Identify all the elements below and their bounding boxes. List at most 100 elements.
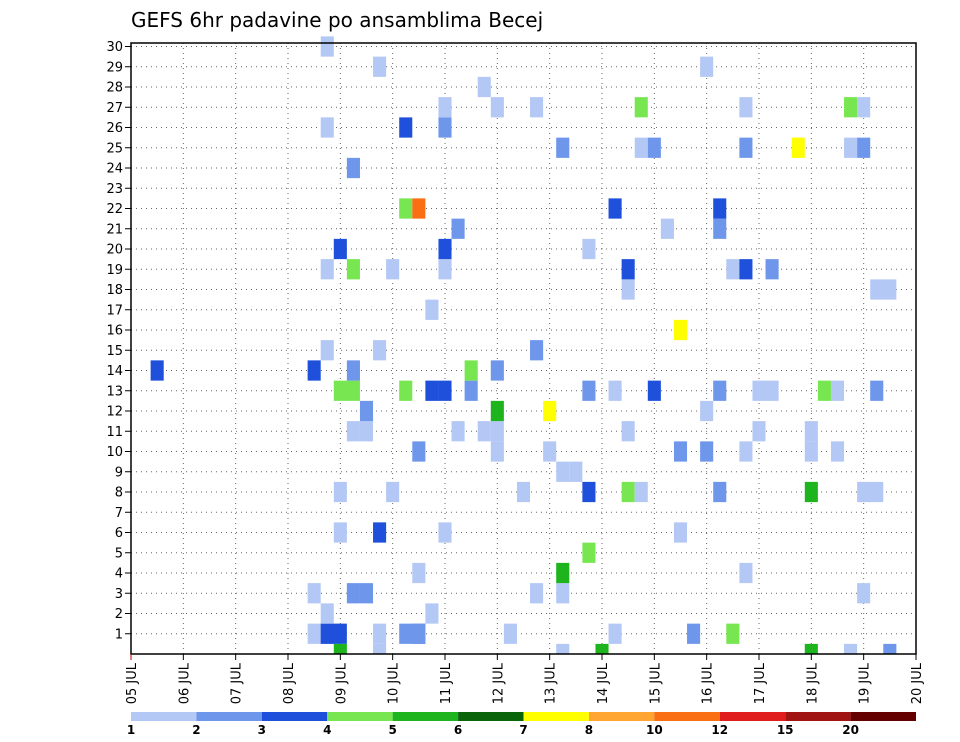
colorbar-segment xyxy=(458,712,524,721)
x-tick-label: 13 JUL xyxy=(544,662,559,704)
precip-cell xyxy=(647,380,661,401)
precip-cell xyxy=(673,522,688,543)
color-bar: 1 2 3 4 5 6 7 8 10 12 15 20 xyxy=(127,712,916,737)
y-axis: 1234567891011121314151617181920212223242… xyxy=(106,40,131,642)
precip-cell xyxy=(857,481,884,503)
precip-cell xyxy=(844,643,858,654)
precip-cell xyxy=(857,97,871,118)
precip-cell xyxy=(333,481,347,503)
precip-cell xyxy=(621,481,635,503)
precip-cell xyxy=(844,137,858,158)
colorbar-label: 20 xyxy=(842,723,859,737)
precip-cell xyxy=(346,360,360,381)
precip-cell xyxy=(373,56,387,77)
precip-cell xyxy=(490,441,504,462)
y-tick-label: 10 xyxy=(106,445,123,460)
precip-cell xyxy=(634,481,648,503)
precip-cell xyxy=(608,198,622,219)
precip-cell xyxy=(490,400,504,422)
colorbar-label: 5 xyxy=(388,723,396,737)
colorbar-label: 7 xyxy=(519,723,527,737)
precip-cell xyxy=(464,380,478,401)
x-tick-label: 15 JUL xyxy=(648,662,663,704)
x-tick-label: 10 JUL xyxy=(387,662,402,704)
colorbar-label: 4 xyxy=(323,723,331,737)
precip-cell xyxy=(569,461,583,482)
precip-cell xyxy=(556,643,570,654)
precip-cell xyxy=(320,603,334,624)
precip-cell xyxy=(870,380,884,401)
precip-cell xyxy=(804,441,818,462)
precip-cell xyxy=(346,259,360,280)
colorbar-segment xyxy=(196,712,262,721)
x-tick-label: 07 JUL xyxy=(230,662,245,704)
x-tick-label: 09 JUL xyxy=(334,662,349,704)
colorbar-segment xyxy=(327,712,393,721)
precip-cell xyxy=(634,137,648,158)
y-tick-label: 13 xyxy=(106,384,123,399)
x-tick-label: 08 JUL xyxy=(282,662,297,704)
x-axis: 05 JUL 06 JUL 07 JUL 08 JUL 09 JUL 10 JUL 11 J… xyxy=(125,654,925,704)
y-tick-label: 23 xyxy=(106,182,123,197)
precip-cell xyxy=(451,421,465,442)
precip-cell xyxy=(425,603,439,624)
grid-lines xyxy=(131,43,916,654)
precip-cell xyxy=(804,643,818,654)
precip-cell xyxy=(425,299,439,320)
precip-cell xyxy=(320,259,334,280)
precip-cell xyxy=(399,198,413,219)
precip-cell xyxy=(739,97,753,118)
colorbar-label: 15 xyxy=(777,723,794,737)
precip-cell xyxy=(830,380,845,401)
precip-cell xyxy=(713,380,727,401)
precip-cell xyxy=(660,218,674,239)
precip-cell xyxy=(438,97,452,118)
precip-cell xyxy=(857,583,871,604)
x-tick-label: 11 JUL xyxy=(439,662,454,704)
colorbar-segment xyxy=(131,712,197,721)
colorbar-label: 2 xyxy=(192,723,200,737)
precip-cell xyxy=(647,137,661,158)
precip-cell xyxy=(595,643,609,654)
precip-cell xyxy=(739,441,753,462)
x-tick-label: 05 JUL xyxy=(125,662,140,704)
precip-cell xyxy=(582,238,596,260)
precip-cell xyxy=(673,441,688,462)
colorbar-segment xyxy=(654,712,720,721)
colorbar-label: 3 xyxy=(258,723,266,737)
precip-cell xyxy=(333,380,360,401)
y-tick-label: 20 xyxy=(106,243,123,258)
y-tick-label: 27 xyxy=(106,101,123,116)
precip-cell xyxy=(150,360,164,381)
precip-cell xyxy=(713,218,727,239)
precip-cell xyxy=(386,481,400,503)
precip-cell xyxy=(634,97,648,118)
y-tick-label: 4 xyxy=(115,567,123,582)
precip-cell xyxy=(346,583,360,604)
precip-cell xyxy=(621,259,635,280)
x-tick-label: 12 JUL xyxy=(491,662,506,704)
precip-cell xyxy=(530,583,544,604)
precip-cell xyxy=(765,259,779,280)
colorbar-label: 1 xyxy=(127,723,135,737)
precip-cell xyxy=(556,461,570,482)
precip-cell xyxy=(464,360,478,381)
colorbar-label: 12 xyxy=(711,723,728,737)
precip-cell xyxy=(399,380,413,401)
precip-cell xyxy=(752,380,766,401)
y-tick-label: 29 xyxy=(106,60,123,75)
precip-cell xyxy=(346,157,360,179)
x-tick-label: 17 JUL xyxy=(753,662,768,704)
precip-cell xyxy=(516,481,531,503)
plot-frame xyxy=(130,42,917,655)
y-tick-label: 25 xyxy=(106,141,123,156)
precip-cell xyxy=(608,623,622,644)
y-tick-label: 8 xyxy=(115,486,123,501)
y-tick-label: 2 xyxy=(115,607,123,622)
precip-cell xyxy=(739,562,753,584)
y-tick-label: 12 xyxy=(106,405,123,420)
precip-cell xyxy=(438,380,452,401)
precip-cell xyxy=(373,623,387,644)
x-tick-label: 14 JUL xyxy=(596,662,611,704)
